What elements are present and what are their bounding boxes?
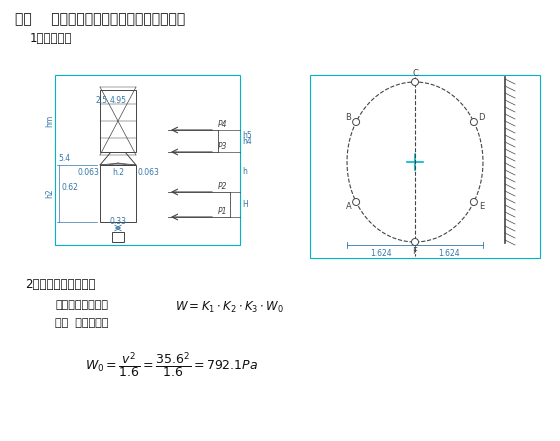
Text: D: D — [478, 113, 485, 122]
Text: 0.62: 0.62 — [61, 183, 78, 192]
Text: P4: P4 — [218, 120, 227, 129]
Text: $W = K_1 \cdot K_2 \cdot K_3 \cdot W_0$: $W = K_1 \cdot K_2 \cdot K_3 \cdot W_0$ — [175, 300, 284, 315]
Text: 0.063: 0.063 — [137, 168, 159, 177]
Text: P1: P1 — [218, 207, 227, 216]
Text: 2.5: 2.5 — [96, 96, 108, 105]
Text: h4: h4 — [242, 137, 252, 146]
Bar — [310, 75, 540, 258]
Text: 其中  基本风压：: 其中 基本风压： — [55, 318, 109, 328]
Text: B: B — [346, 113, 351, 122]
Text: 0.063: 0.063 — [77, 168, 99, 177]
Text: 1、计算模型: 1、计算模型 — [30, 32, 72, 45]
Bar — [55, 75, 240, 245]
Bar — [112, 232, 124, 242]
Circle shape — [470, 198, 477, 206]
Text: 1.624: 1.624 — [438, 249, 460, 258]
Text: hm: hm — [45, 115, 54, 127]
Text: 1.624: 1.624 — [370, 249, 392, 258]
Text: E: E — [479, 202, 484, 211]
Text: h: h — [242, 168, 247, 176]
Circle shape — [412, 239, 418, 246]
Text: A: A — [346, 202, 351, 211]
Circle shape — [470, 119, 477, 126]
Bar — [100, 90, 136, 152]
Circle shape — [353, 119, 360, 126]
Text: 5.4: 5.4 — [58, 154, 70, 163]
Circle shape — [412, 78, 418, 86]
Bar — [100, 165, 136, 222]
Text: 三、    空仓时整体抗倾覆稳定性稳定性计算: 三、 空仓时整体抗倾覆稳定性稳定性计算 — [15, 12, 185, 26]
Text: H: H — [242, 200, 248, 209]
Circle shape — [353, 198, 360, 206]
Text: h2: h2 — [45, 189, 54, 198]
Text: P3: P3 — [218, 142, 227, 151]
Text: F: F — [413, 247, 417, 255]
Text: C: C — [412, 68, 418, 78]
Text: P2: P2 — [218, 182, 227, 191]
Text: 0.33: 0.33 — [110, 217, 127, 226]
Text: 4.95: 4.95 — [110, 96, 127, 105]
Text: h5: h5 — [242, 131, 252, 139]
Text: 风荷载强度计算：: 风荷载强度计算： — [55, 300, 108, 310]
Text: $W_0 = \dfrac{v^2}{1.6} = \dfrac{35.6^2}{1.6} = 792.1Pa$: $W_0 = \dfrac{v^2}{1.6} = \dfrac{35.6^2}… — [85, 350, 258, 380]
Text: 2、风荷载强度计算：: 2、风荷载强度计算： — [25, 278, 96, 291]
Polygon shape — [100, 152, 136, 165]
Text: h.2: h.2 — [112, 168, 124, 177]
